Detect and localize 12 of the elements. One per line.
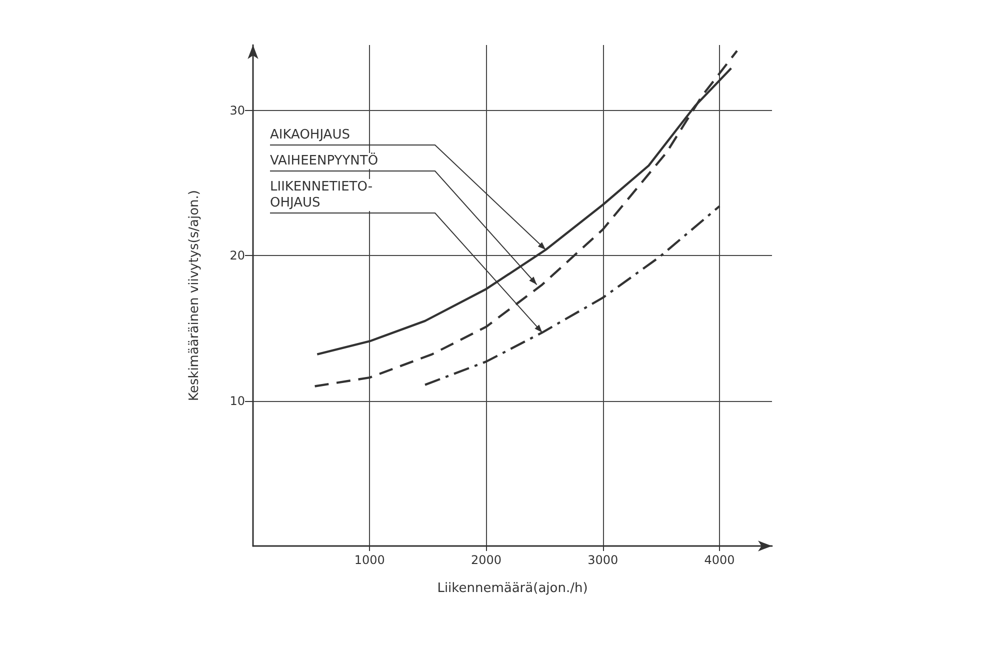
x-axis-title: Liikennemäärä(ajon./h) [437,581,588,596]
annotation: AIKAOHJAUS [270,128,350,142]
x-tick-label: 1000 [354,553,385,567]
y-tick-label: 30 [230,103,245,118]
x-tick-label: 3000 [588,553,618,567]
annotation: LIIKENNETIETO- OHJAUS [270,180,373,210]
x-tick-label: 4000 [704,553,735,567]
y-tick-label: 20 [230,248,245,263]
x-tick-label: 2000 [470,553,502,567]
y-tick-label: 10 [230,394,245,408]
y-axis-title: Keskimääräinen viivytys(s/ajon.) [187,190,202,401]
annotation: VAIHEENPYYNTÖ [270,152,378,168]
